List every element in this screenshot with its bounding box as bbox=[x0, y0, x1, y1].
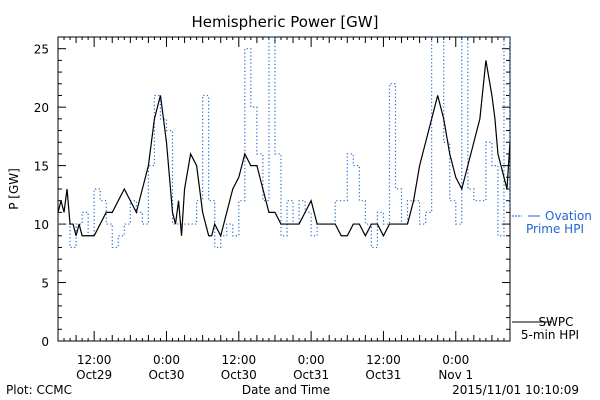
series-ovation-prime-hpi bbox=[58, 36, 511, 249]
x-tick-label-time: 0:00 bbox=[298, 353, 325, 367]
y-tick-label: 15 bbox=[34, 160, 49, 174]
x-tick-label-time: 12:00 bbox=[222, 353, 257, 367]
legend-swpc: SWPC 5-min HPI bbox=[512, 315, 579, 342]
x-tick-label-date: Oct30 bbox=[148, 368, 184, 382]
legend-ovation-label-2: Prime HPI bbox=[526, 222, 584, 236]
y-axis-label: P [GW] bbox=[7, 168, 21, 210]
x-tick-label-date: Oct29 bbox=[76, 368, 112, 382]
legend-ovation-label-1: Ovation bbox=[545, 209, 592, 223]
footer-plot-source: Plot: CCMC bbox=[6, 383, 72, 397]
x-tick-label-date: Oct31 bbox=[365, 368, 401, 382]
x-tick-label-date: Nov 1 bbox=[438, 368, 473, 382]
x-tick-label-date: Oct31 bbox=[293, 368, 329, 382]
x-tick-label-time: 0:00 bbox=[153, 353, 180, 367]
plot-frame bbox=[57, 36, 511, 342]
x-axis-label: Date and Time bbox=[242, 383, 330, 397]
y-tick-label: 25 bbox=[34, 43, 49, 57]
x-tick-label-time: 12:00 bbox=[77, 353, 112, 367]
legend-swpc-label-1: SWPC bbox=[538, 315, 573, 329]
y-tick-label: 10 bbox=[34, 218, 49, 232]
x-tick-label-time: 12:00 bbox=[366, 353, 401, 367]
x-tick-label-date: Oct30 bbox=[221, 368, 257, 382]
y-tick-label: 0 bbox=[41, 335, 49, 349]
x-axis-ticks: 12:00Oct290:00Oct3012:00Oct300:00Oct3112… bbox=[57, 37, 511, 382]
y-axis-ticks: 0 5 10 15 20 25 bbox=[34, 36, 510, 349]
series-swpc-5min-hpi bbox=[57, 60, 511, 238]
footer-timestamp: 2015/11/01 10:10:09 bbox=[452, 383, 579, 397]
y-tick-label: 5 bbox=[41, 277, 49, 291]
legend-ovation: Ovation Prime HPI bbox=[512, 209, 592, 236]
chart-title: Hemispheric Power [GW] bbox=[192, 13, 379, 31]
legend-swpc-label-2: 5-min HPI bbox=[521, 328, 579, 342]
y-tick-label: 20 bbox=[34, 101, 49, 115]
x-tick-label-time: 0:00 bbox=[442, 353, 469, 367]
